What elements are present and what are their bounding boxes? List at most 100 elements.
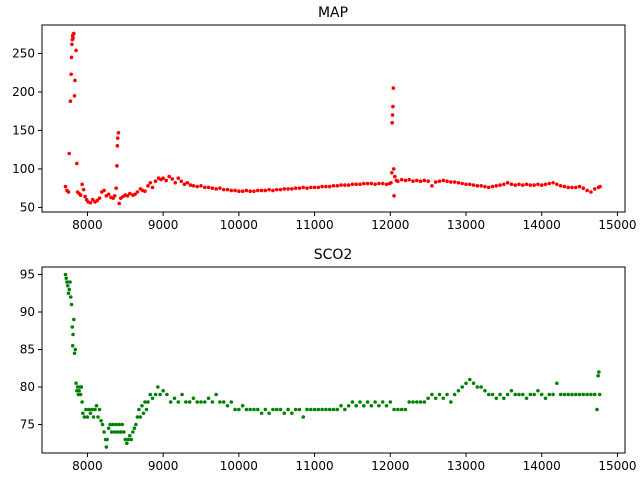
map-data-point [173, 180, 178, 185]
sco2-data-point [267, 411, 271, 416]
sco2-data-point [77, 388, 81, 393]
sco2-data-point [475, 385, 480, 389]
map-data-point [88, 200, 93, 205]
sco2-y-tick-label: 75 [20, 418, 35, 432]
map-data-point [339, 183, 343, 187]
sco2-data-point [456, 388, 461, 393]
map-data-point [532, 183, 536, 187]
sco2-data-point [74, 381, 78, 386]
map-data-point [414, 178, 419, 183]
map-data-point [316, 185, 321, 190]
map-data-point [240, 189, 245, 194]
map-data-point [343, 183, 347, 187]
sco2-data-point [377, 403, 381, 408]
map-data-point [390, 170, 394, 175]
map-data-point [570, 185, 574, 190]
sco2-data-point [66, 291, 71, 296]
map-data-point [179, 179, 184, 184]
sco2-data-point [195, 400, 200, 404]
map-data-point [244, 188, 249, 193]
sco2-data-point [293, 407, 298, 412]
sco2-data-point [78, 392, 83, 397]
sco2-data-point [573, 392, 578, 397]
sco2-data-point [118, 430, 123, 434]
sco2-data-point [441, 396, 446, 401]
map-data-point [543, 182, 548, 187]
sco2-data-point [433, 396, 438, 401]
sco2-data-point [237, 407, 241, 412]
map-data-point [115, 164, 119, 168]
map-x-tick-label: 8000 [72, 218, 103, 232]
sco2-data-point [460, 385, 465, 389]
sco2-data-point [128, 433, 132, 438]
map-data-point [75, 161, 79, 166]
sco2-data-point [555, 381, 559, 386]
map-data-point [585, 188, 589, 193]
sco2-data-point [91, 415, 96, 419]
sco2-data-point [467, 377, 472, 382]
map-data-point [67, 151, 72, 156]
map-data-point [71, 36, 75, 40]
sco2-data-point [97, 407, 102, 412]
map-data-point [350, 182, 355, 187]
sco2-x-tick-label: 12000 [371, 459, 409, 473]
sco2-data-point [350, 400, 355, 404]
map-data-point [422, 178, 427, 183]
map-data-point [520, 183, 525, 187]
map-data-point [293, 186, 298, 190]
map-data-point [297, 186, 302, 190]
map-data-point [391, 104, 395, 109]
panel-sco2: SCO2 8000 9000 10000 11000 12000 13000 14000 15… [20, 247, 637, 473]
map-points [63, 31, 602, 206]
sco2-data-point [70, 325, 75, 329]
sco2-data-point [589, 392, 593, 397]
sco2-data-point [255, 407, 260, 412]
sco2-data-point [106, 426, 111, 431]
map-data-point [214, 187, 218, 191]
map-data-point [390, 120, 394, 125]
map-data-point [536, 182, 540, 187]
sco2-data-point [168, 400, 173, 404]
sco2-data-point [121, 430, 126, 434]
map-data-point [102, 188, 106, 193]
map-data-point [524, 182, 529, 187]
sco2-data-point [146, 400, 150, 404]
sco2-data-point [316, 407, 321, 412]
map-data-point [305, 186, 309, 190]
map-data-point [68, 99, 73, 103]
map-data-point [380, 181, 385, 186]
map-data-point [80, 182, 84, 187]
sco2-data-point [543, 396, 548, 401]
sco2-data-point [143, 400, 147, 404]
map-data-point [286, 187, 290, 191]
sco2-x-tick-label: 8000 [72, 459, 103, 473]
sco2-data-point [229, 400, 234, 404]
map-data-point [577, 184, 582, 189]
sco2-data-point [513, 392, 518, 397]
map-data-point [430, 184, 434, 188]
sco2-data-point [144, 407, 149, 412]
sco2-data-point [132, 426, 137, 431]
sco2-data-point [430, 392, 434, 397]
sco2-data-point [380, 400, 385, 404]
map-data-point [70, 42, 74, 47]
map-data-point [589, 190, 593, 194]
sco2-data-point [449, 400, 453, 404]
sco2-data-point [426, 396, 430, 401]
sco2-data-point [517, 392, 521, 397]
map-data-point [365, 181, 370, 186]
sco2-data-point [392, 407, 396, 412]
sco2-data-point [72, 317, 76, 322]
map-data-point [153, 179, 158, 184]
sco2-data-point [592, 392, 597, 397]
map-data-point [278, 187, 283, 192]
map-data-point [335, 184, 340, 188]
sco2-data-point [358, 400, 362, 404]
sco2-data-point [165, 392, 169, 397]
map-data-point [327, 184, 332, 189]
map-data-point [255, 188, 260, 193]
map-data-point [150, 185, 155, 190]
sco2-data-point [123, 437, 128, 442]
panel-map: MAP 8000 9000 10000 11000 12000 13000 14000 150… [12, 5, 636, 232]
sco2-y-tick-label: 80 [20, 380, 35, 394]
